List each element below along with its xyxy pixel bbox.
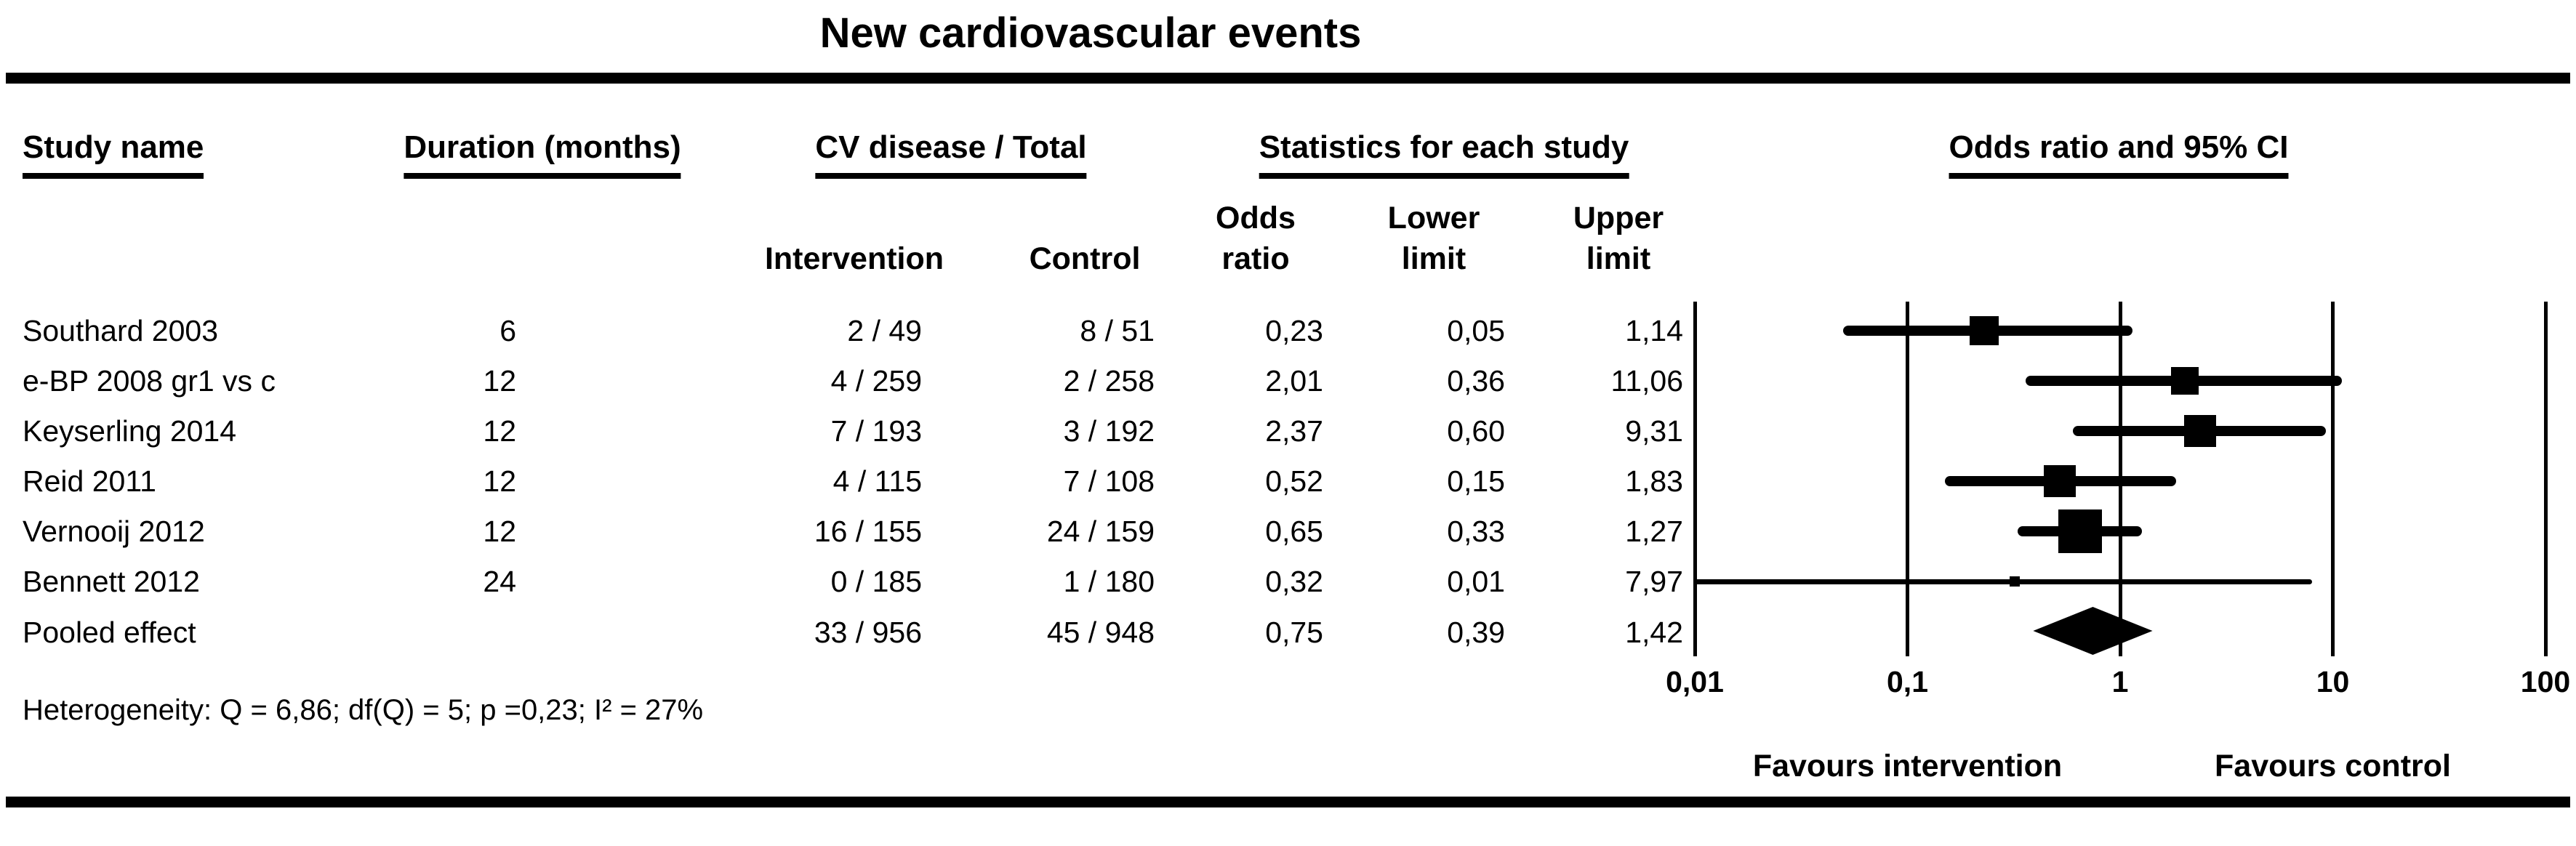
col-header-odds-ratio-ci: Odds ratio and 95% CI [1949,129,2289,179]
top-rule [6,73,2570,84]
intervention-events-cell: 16 / 155 [814,515,922,548]
favours-labels: Favours intervention Favours control [1695,747,2545,785]
odds-ratio-cell: 2,01 [1265,364,1323,398]
intervention-events-cell: 2 / 49 [847,314,922,347]
duration-cell: 12 [483,414,516,448]
upper-limit-cell: 1,27 [1625,515,1683,548]
lower-limit-cell: 0,05 [1447,314,1505,347]
odds-ratio-marker [2170,367,2199,395]
x-gridline [2331,302,2335,656]
odds-ratio-cell: 0,32 [1265,565,1323,598]
col-header-duration: Duration (months) [404,129,681,179]
intervention-events-cell: 33 / 956 [814,616,922,649]
study-name-cell: Southard 2003 [23,314,219,347]
upper-limit-cell: 1,83 [1625,464,1683,498]
x-gridline [1693,302,1697,656]
lower-limit-cell: 0,60 [1447,414,1505,448]
upper-limit-cell: 9,31 [1625,414,1683,448]
odds-ratio-cell: 0,52 [1265,464,1323,498]
x-gridline [2543,302,2548,656]
upper-limit-cell: 1,14 [1625,314,1683,347]
odds-ratio-marker [1970,316,1999,345]
study-name-cell: Vernooij 2012 [23,515,205,548]
intervention-events-cell: 4 / 115 [832,464,922,498]
subheader-odds-ratio: Odds ratio [1216,198,1296,279]
odds-ratio-marker [2043,465,2076,497]
control-events-cell: 2 / 258 [1063,364,1155,398]
control-events-cell: 1 / 180 [1063,565,1155,598]
x-tick-label: 1 [2111,665,2129,698]
figure-title: New cardiovascular events [819,9,1362,57]
favours-intervention-label: Favours intervention [1752,749,2063,783]
confidence-interval-line [1695,579,2312,584]
odds-ratio-marker [2010,576,2021,587]
pooled-effect-label: Pooled effect [23,616,196,649]
lower-limit-cell: 0,36 [1447,364,1505,398]
control-events-cell: 24 / 159 [1046,515,1155,548]
subheader-odds: Odds [1216,201,1296,235]
subheader-lower: Lower [1387,201,1480,235]
control-events-cell: 3 / 192 [1063,414,1155,448]
pooled-effect-diamond [2033,607,2153,655]
subheader-control: Control [1029,241,1141,276]
duration-cell: 24 [483,565,516,598]
subheader-ratio: ratio [1221,241,1290,276]
bottom-rule [6,797,2570,807]
odds-ratio-cell: 0,65 [1265,515,1323,548]
odds-ratio-cell: 0,23 [1265,314,1323,347]
subheader-lower-limit: Lower limit [1388,198,1480,279]
heterogeneity-note: Heterogeneity: Q = 6,86; df(Q) = 5; p =0… [23,694,704,726]
odds-ratio-cell: 2,37 [1265,414,1323,448]
col-header-statistics: Statistics for each study [1259,129,1629,179]
subheader-upper-limit: Upper limit [1573,198,1664,279]
subheader-lower-limit-word: limit [1401,241,1466,276]
lower-limit-cell: 0,01 [1447,565,1505,598]
study-name-cell: Bennett 2012 [23,565,200,598]
study-name-cell: Keyserling 2014 [23,414,237,448]
duration-cell: 12 [483,464,516,498]
upper-limit-cell: 7,97 [1625,565,1683,598]
col-header-study-name: Study name [23,129,204,179]
x-tick-label: 100 [2520,665,2571,698]
subheader-upper-limit-word: limit [1586,241,1651,276]
subheader-upper: Upper [1573,201,1664,235]
favours-control-label: Favours control [2215,749,2451,783]
upper-limit-cell: 1,42 [1625,616,1683,649]
duration-cell: 12 [483,515,516,548]
x-tick-label: 10 [2316,665,2350,698]
lower-limit-cell: 0,15 [1447,464,1505,498]
control-events-cell: 45 / 948 [1046,616,1155,649]
study-name-cell: e-BP 2008 gr1 vs c [23,364,276,398]
x-axis: 0,01 0,1 1 10 100 [1666,663,2570,701]
intervention-events-cell: 7 / 193 [830,414,922,448]
intervention-events-cell: 0 / 185 [830,565,922,598]
control-events-cell: 7 / 108 [1063,464,1155,498]
odds-ratio-marker [2183,415,2216,447]
upper-limit-cell: 11,06 [1610,364,1683,398]
odds-ratio-marker [2058,509,2103,553]
duration-cell: 6 [499,314,516,347]
forest-plot-area [1693,302,2548,656]
x-gridline [1906,302,1909,656]
intervention-events-cell: 4 / 259 [830,364,922,398]
subheader-intervention: Intervention [764,241,944,276]
odds-ratio-cell: 0,75 [1265,616,1323,649]
col-header-cv-total: CV disease / Total [815,129,1087,179]
x-tick-label: 0,01 [1666,665,1724,698]
lower-limit-cell: 0,39 [1447,616,1505,649]
study-name-cell: Reid 2011 [23,464,156,498]
x-tick-label: 0,1 [1887,665,1928,698]
lower-limit-cell: 0,33 [1447,515,1505,548]
control-events-cell: 8 / 51 [1080,314,1155,347]
duration-cell: 12 [483,364,516,398]
